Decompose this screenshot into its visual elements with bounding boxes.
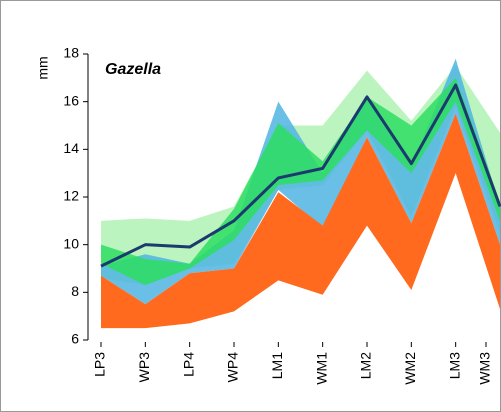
y-tick-label: 10: [63, 235, 79, 251]
x-tick-label: WP4: [225, 352, 241, 383]
x-tick-label: WM2: [402, 352, 418, 385]
x-tick-label: LP4: [180, 352, 196, 377]
x-tick-label: WM3: [477, 352, 493, 385]
x-tick-label: LM2: [358, 352, 374, 379]
chart-title: Gazella: [105, 61, 161, 78]
x-tick-label: LM3: [446, 352, 462, 379]
y-tick-label: 16: [63, 92, 79, 108]
x-tick-label: WM1: [313, 352, 329, 385]
x-tick-label: LM1: [269, 352, 285, 379]
range-band: [101, 113, 500, 329]
y-axis-label: mm: [35, 56, 51, 79]
y-tick-label: 18: [63, 45, 79, 61]
x-tick-label: WP3: [136, 352, 152, 383]
range-band: [101, 77, 500, 286]
y-tick-label: 14: [63, 140, 79, 156]
y-tick-label: 12: [63, 188, 79, 204]
y-tick-label: 6: [71, 331, 79, 347]
mean-line: [100, 83, 501, 268]
y-tick-label: 8: [71, 283, 79, 299]
x-tick-label: LP3: [92, 352, 108, 377]
